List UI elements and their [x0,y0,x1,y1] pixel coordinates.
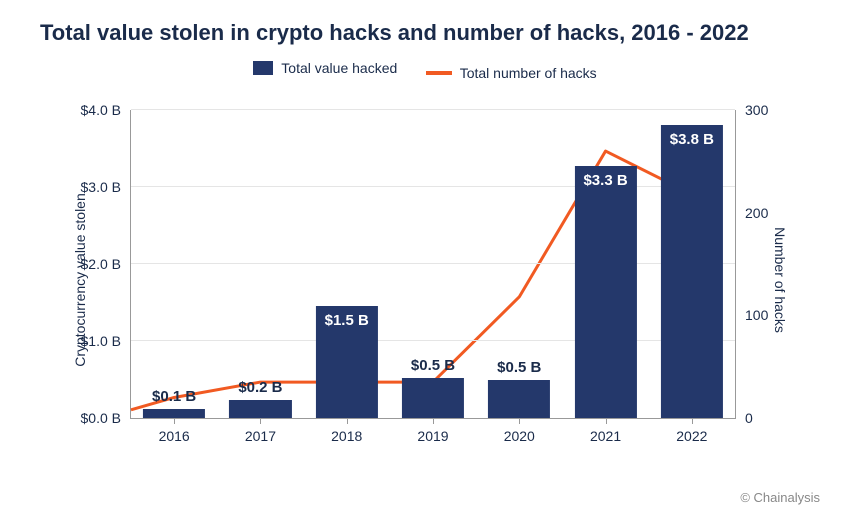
plot-area: Cryptocurrency value stolen Number of ha… [70,110,790,449]
legend-label: Total number of hacks [460,65,597,81]
bar: $0.2 B [229,400,291,418]
bar-value-label: $0.1 B [152,388,196,405]
bar-value-label: $3.8 B [670,131,714,148]
x-tick-label: 2018 [331,418,362,444]
x-tick-label: 2019 [417,418,448,444]
bar-swatch-icon [253,61,273,75]
bar-value-label: $0.2 B [238,379,282,396]
line-swatch-icon [426,71,452,75]
y2-tick-label: 200 [735,205,768,221]
x-tick-label: 2020 [504,418,535,444]
bar-value-label: $3.3 B [583,172,627,189]
x-tick-label: 2017 [245,418,276,444]
y1-tick-label: $2.0 B [81,256,131,272]
y2-tick-label: 300 [735,102,768,118]
x-tick-label: 2022 [676,418,707,444]
chart-title: Total value stolen in crypto hacks and n… [40,20,810,46]
gridline [131,186,735,187]
gridline [131,263,735,264]
plot-inner: $0.0 B$1.0 B$2.0 B$3.0 B$4.0 B0100200300… [130,110,736,419]
y1-tick-label: $4.0 B [81,102,131,118]
y2-tick-label: 100 [735,307,768,323]
y2-axis-label: Number of hacks [772,227,788,333]
bar: $0.5 B [488,380,550,419]
legend-label: Total value hacked [281,60,397,76]
bar-value-label: $0.5 B [411,357,455,374]
legend-item-bars: Total value hacked [253,60,397,76]
bar-value-label: $0.5 B [497,359,541,376]
x-tick-label: 2016 [159,418,190,444]
bar: $0.5 B [402,378,464,418]
bar-value-label: $1.5 B [325,312,369,329]
y2-tick-label: 0 [735,410,753,426]
chart-legend: Total value hacked Total number of hacks [0,60,850,81]
bar: $0.1 B [143,409,205,418]
gridline [131,340,735,341]
bar: $3.8 B [661,125,723,418]
bar: $1.5 B [316,306,378,418]
attribution-text: © Chainalysis [740,490,820,505]
chart-container: Total value stolen in crypto hacks and n… [0,0,850,519]
bar: $3.3 B [575,166,637,418]
x-tick-label: 2021 [590,418,621,444]
y1-tick-label: $3.0 B [81,179,131,195]
gridline [131,109,735,110]
y1-tick-label: $0.0 B [81,410,131,426]
y1-tick-label: $1.0 B [81,333,131,349]
legend-item-line: Total number of hacks [426,65,597,81]
